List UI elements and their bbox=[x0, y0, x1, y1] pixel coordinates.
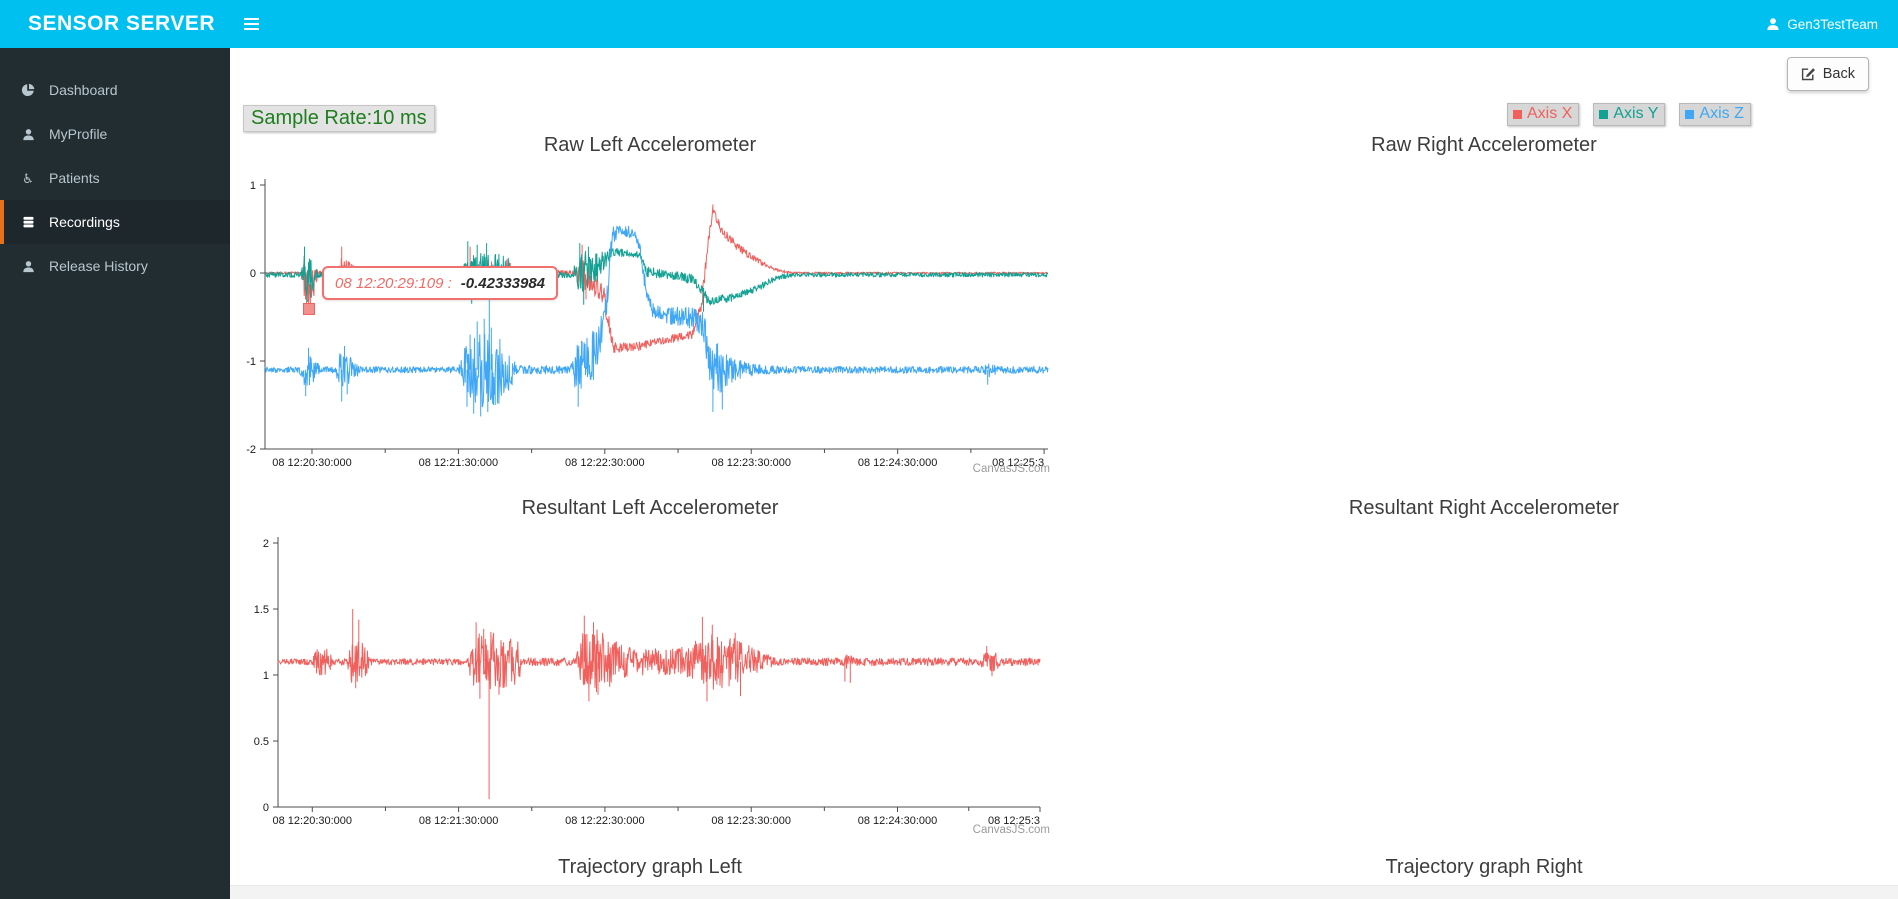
svg-text:2: 2 bbox=[263, 538, 269, 550]
top-navbar: SENSOR SERVER Gen3TestTeam bbox=[0, 0, 1898, 48]
chart-tooltip: 08 12:20:29:109 : -0.42333984 bbox=[322, 266, 559, 300]
user-icon bbox=[20, 260, 36, 273]
canvasjs-watermark-link[interactable]: CanvasJS.com bbox=[972, 463, 1050, 475]
sidebar-item-recordings[interactable]: Recordings bbox=[0, 200, 230, 244]
database-icon bbox=[20, 216, 36, 229]
legend-label: Axis Y bbox=[1613, 105, 1659, 122]
sidebar-item-dashboard[interactable]: Dashboard bbox=[0, 68, 230, 112]
edit-icon bbox=[1801, 67, 1816, 81]
canvasjs-watermark-link[interactable]: CanvasJS.com bbox=[972, 824, 1050, 836]
svg-text:0: 0 bbox=[263, 802, 269, 814]
axis-z-swatch-icon bbox=[1685, 109, 1695, 119]
sidebar-item-label: Dashboard bbox=[49, 82, 118, 98]
svg-text:0.5: 0.5 bbox=[254, 736, 269, 748]
svg-text:08 12:21:30:000: 08 12:21:30:000 bbox=[419, 815, 499, 827]
sidebar-item-label: Release History bbox=[49, 258, 148, 274]
svg-text:08 12:22:30:000: 08 12:22:30:000 bbox=[565, 457, 645, 469]
svg-text:1: 1 bbox=[250, 180, 256, 192]
sidebar-item-release-history[interactable]: Release History bbox=[0, 244, 230, 288]
sidebar-item-patients[interactable]: ♿ Patients bbox=[0, 156, 230, 200]
svg-text:0: 0 bbox=[250, 268, 256, 280]
legend-item-axis-z[interactable]: Axis Z bbox=[1679, 103, 1751, 126]
legend-item-axis-y[interactable]: Axis Y bbox=[1593, 103, 1666, 126]
svg-text:08 12:24:30:000: 08 12:24:30:000 bbox=[858, 815, 938, 827]
user-menu[interactable]: Gen3TestTeam bbox=[1760, 0, 1884, 48]
legend-label: Axis Z bbox=[1699, 105, 1744, 122]
chart-title-resultant-right: Resultant Right Accelerometer bbox=[1348, 497, 1620, 519]
chart-title-raw-left: Raw Left Accelerometer bbox=[543, 134, 757, 156]
pie-chart-icon bbox=[20, 83, 36, 97]
svg-text:-1: -1 bbox=[246, 356, 256, 368]
user-name: Gen3TestTeam bbox=[1787, 16, 1878, 32]
chart-title-raw-right: Raw Right Accelerometer bbox=[1371, 134, 1597, 156]
resultant-left-chart-canvas[interactable]: 2 1.5 1 0.5 0 08 12:20:30:000 08 12:21:30:000 0… bbox=[240, 500, 1065, 830]
sidebar-item-label: Recordings bbox=[49, 214, 120, 230]
user-icon bbox=[1766, 17, 1780, 31]
sidebar-item-label: Patients bbox=[49, 170, 100, 186]
sidebar-item-myprofile[interactable]: MyProfile bbox=[0, 112, 230, 156]
back-button[interactable]: Back bbox=[1786, 57, 1869, 91]
tooltip-time: 08 12:20:29:109 : bbox=[335, 274, 452, 292]
svg-text:08 12:20:30:000: 08 12:20:30:000 bbox=[272, 457, 352, 469]
user-icon bbox=[20, 128, 36, 141]
page-bottom-gutter bbox=[230, 885, 1898, 899]
app-brand: SENSOR SERVER bbox=[28, 12, 215, 35]
axis-y-swatch-icon bbox=[1599, 109, 1609, 119]
svg-text:1.5: 1.5 bbox=[254, 604, 269, 616]
chart-title-resultant-left: Resultant Left Accelerometer bbox=[521, 497, 779, 519]
tooltip-value: -0.42333984 bbox=[460, 274, 546, 292]
axis-x-swatch-icon bbox=[1513, 109, 1522, 119]
sidebar: Dashboard MyProfile ♿ Patients Recording… bbox=[0, 48, 230, 899]
sample-rate-label: Sample Rate:10 ms bbox=[243, 105, 435, 132]
svg-text:08 12:25:3: 08 12:25:3 bbox=[988, 815, 1040, 827]
chart-legend: Axis X Axis Y Axis Z bbox=[1507, 103, 1751, 126]
svg-text:08 12:22:30:000: 08 12:22:30:000 bbox=[565, 815, 645, 827]
svg-text:08 12:21:30:000: 08 12:21:30:000 bbox=[419, 457, 499, 469]
sidebar-item-label: MyProfile bbox=[49, 126, 108, 142]
chart-title-trajectory-left: Trajectory graph Left bbox=[558, 856, 742, 878]
chart-title-trajectory-right: Trajectory graph Right bbox=[1385, 856, 1583, 878]
svg-text:08 12:23:30:000: 08 12:23:30:000 bbox=[711, 815, 791, 827]
svg-text:08 12:25:3: 08 12:25:3 bbox=[992, 457, 1044, 469]
svg-text:-2: -2 bbox=[246, 444, 256, 456]
svg-text:08 12:24:30:000: 08 12:24:30:000 bbox=[858, 457, 938, 469]
back-button-label: Back bbox=[1822, 66, 1855, 82]
hamburger-menu-icon[interactable] bbox=[244, 14, 266, 34]
svg-text:08 12:20:30:000: 08 12:20:30:000 bbox=[273, 815, 353, 827]
raw-left-chart-canvas[interactable]: 1 0 -1 -2 08 12:20:30:000 08 12:21:30:000 08 1… bbox=[240, 148, 1065, 473]
legend-label: Axis X bbox=[1527, 105, 1573, 122]
hovered-datapoint-marker bbox=[303, 303, 315, 315]
legend-item-axis-x[interactable]: Axis X bbox=[1507, 103, 1580, 126]
svg-text:1: 1 bbox=[263, 670, 269, 682]
svg-text:08 12:23:30:000: 08 12:23:30:000 bbox=[711, 457, 791, 469]
wheelchair-icon: ♿ bbox=[22, 170, 34, 186]
